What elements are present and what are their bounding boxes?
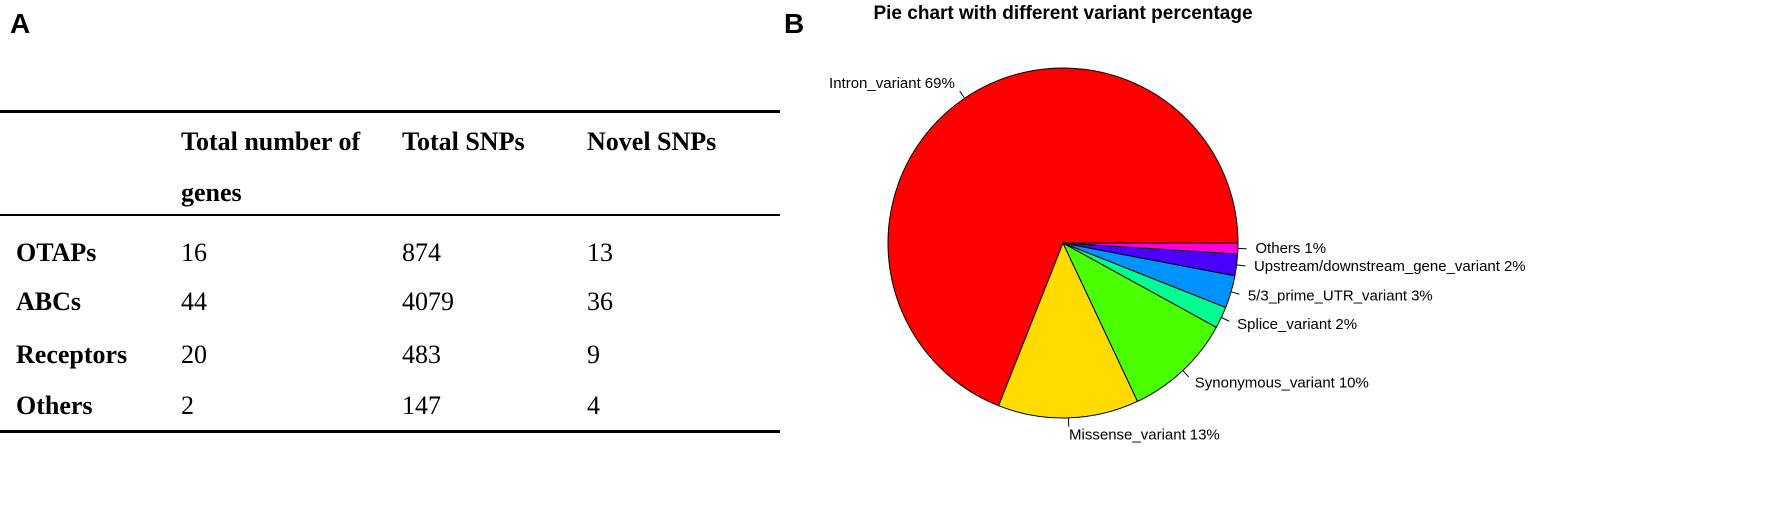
leader-line: [1230, 291, 1240, 295]
pie-slice: [887, 67, 1239, 407]
slice-value-label: 2%: [1504, 258, 1526, 275]
table-rule: [0, 430, 780, 433]
row-header: ABCs: [16, 287, 82, 316]
leader-line: [1182, 370, 1190, 378]
table-cell: 16: [181, 238, 207, 267]
table-cell: 36: [587, 287, 613, 316]
slice-name: Upstream/downstream_gene_variant: [1254, 258, 1501, 275]
panel-label: A: [10, 8, 31, 39]
slice-name: Missense_variant: [1069, 426, 1187, 443]
slice-label: Intron_variant 69%: [829, 75, 955, 92]
slice-label: Missense_variant 13%: [1069, 426, 1220, 443]
table-rule: [0, 110, 780, 113]
leader-line: [959, 90, 966, 99]
column-header: Total SNPs: [402, 127, 525, 156]
leader-line: [1236, 264, 1246, 267]
slice-value-label: 3%: [1411, 288, 1433, 305]
pie-slice: [1061, 241, 1218, 403]
slice-label: Upstream/downstream_gene_variant 2%: [1254, 258, 1526, 275]
table-cell: 483: [402, 340, 441, 369]
table-cell: 9: [587, 340, 600, 369]
row-header: OTAPs: [16, 238, 97, 267]
pie-slice: [1062, 242, 1239, 255]
table-cell: 13: [587, 238, 613, 267]
panel-label: B: [784, 8, 805, 39]
column-header: Total number of genes: [181, 127, 361, 207]
table-cell: 4: [587, 391, 600, 420]
table-cell: 874: [402, 238, 441, 267]
slice-name: Others: [1255, 240, 1300, 257]
slice-value-label: 1%: [1304, 240, 1326, 257]
slice-label: Others 1%: [1255, 240, 1326, 257]
slice-name: Synonymous_variant: [1195, 374, 1336, 391]
slice-name: 5/3_prime_UTR_variant: [1248, 288, 1408, 305]
slice-name: Splice_variant: [1237, 316, 1332, 333]
slice-label: 5/3_prime_UTR_variant 3%: [1248, 288, 1433, 305]
table-cell: 20: [181, 340, 207, 369]
slice-value-label: 69%: [925, 75, 955, 92]
table-cell: 4079: [402, 287, 454, 316]
slice-label: Synonymous_variant 10%: [1195, 374, 1369, 391]
slice-name: Intron_variant: [829, 75, 922, 92]
column-header: Novel SNPs: [587, 127, 717, 156]
table-rule: [0, 214, 780, 216]
chart-title: Pie chart with different variant percent…: [873, 3, 1252, 24]
slice-value-label: 10%: [1339, 374, 1369, 391]
slice-label: Splice_variant 2%: [1237, 316, 1357, 333]
slice-value-label: 2%: [1335, 316, 1357, 333]
table-cell: 2: [181, 391, 194, 420]
leader-line: [1221, 317, 1230, 322]
row-header: Others: [16, 391, 93, 420]
row-header: Receptors: [16, 340, 128, 369]
table-cell: 147: [402, 391, 441, 420]
pie-slice: [997, 241, 1139, 419]
table-cell: 44: [181, 287, 207, 316]
slice-value-label: 13%: [1190, 426, 1220, 443]
